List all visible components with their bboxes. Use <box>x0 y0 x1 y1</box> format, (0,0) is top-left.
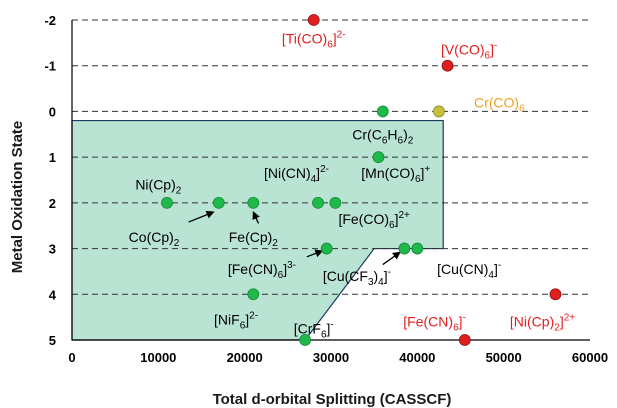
annotation-arrow <box>252 211 260 224</box>
gridlines <box>72 19 590 295</box>
data-point <box>212 196 225 209</box>
axes <box>71 20 590 341</box>
point-label: Cr(C6H6)2 <box>352 126 413 146</box>
point-label: Fe(Cp)2 <box>229 229 279 249</box>
point-label: Ni(Cp)2 <box>135 177 181 197</box>
data-point <box>320 242 333 255</box>
x-tick-label: 60000 <box>572 350 608 365</box>
arrows <box>188 210 401 266</box>
data-point <box>411 242 424 255</box>
data-point <box>549 288 562 301</box>
data-point <box>372 151 385 164</box>
point-label: Cr(CO)6 <box>474 94 525 114</box>
data-point <box>312 196 324 209</box>
annotation-arrow <box>382 251 401 266</box>
x-tick-label: 50000 <box>486 350 522 365</box>
data-point <box>376 105 389 118</box>
data-point <box>247 288 260 301</box>
tick-labels: 0 10000 20000 30000 40000 50000 60000 -2 -1 0 1 2 3 4… <box>44 13 608 365</box>
point-label: [Ni(CN)4]2- <box>264 164 329 185</box>
point-label: [Fe(CO)6]2+ <box>338 210 410 231</box>
point-label: [Fe(CN)6]3- <box>228 260 296 281</box>
y-tick-label: 4 <box>49 287 57 302</box>
x-tick-label: 40000 <box>399 350 435 365</box>
data-point <box>458 334 471 346</box>
annotation-arrow <box>306 249 324 258</box>
data-point <box>329 196 342 209</box>
point-label: Co(Cp)2 <box>129 229 180 249</box>
annotation-arrow <box>188 210 215 223</box>
y-axis-title: Metal Oxidation State <box>9 121 26 274</box>
x-tick-label: 0 <box>68 350 75 365</box>
x-tick-label: 10000 <box>140 350 176 365</box>
data-point <box>299 334 312 346</box>
y-tick-label: 3 <box>49 242 56 257</box>
point-label: [Ti(CO)6]2- <box>282 29 346 50</box>
y-tick-label: 5 <box>49 333 56 348</box>
data-point <box>433 105 445 118</box>
y-tick-label: 1 <box>49 150 56 165</box>
point-label: [Fe(CN)6]- <box>403 313 466 334</box>
data-point <box>247 196 260 209</box>
point-label: [Mn(CO)6]+ <box>361 164 430 185</box>
data-point <box>441 59 454 72</box>
point-label: [V(CO)6]- <box>441 41 497 62</box>
point-label: [Cu(CN)4]- <box>437 260 501 281</box>
point-label: [CrF6]- <box>294 320 334 341</box>
data-point <box>307 14 320 26</box>
x-tick-label: 30000 <box>313 350 349 365</box>
y-tick-label: -1 <box>44 59 56 74</box>
data-point <box>161 196 173 209</box>
y-tick-label: 0 <box>49 104 56 119</box>
y-tick-label: -2 <box>44 13 56 28</box>
x-tick-label: 20000 <box>227 350 263 365</box>
point-label: [NiF6]2- <box>214 310 258 331</box>
y-tick-label: 2 <box>49 196 56 211</box>
x-axis-title: Total d-orbital Splitting (CASSCF) <box>213 391 452 408</box>
data-point <box>398 242 411 255</box>
data-points <box>161 14 562 346</box>
point-label: [Cu(CF3)4]- <box>323 267 391 288</box>
annotations: [Ti(CO)6]2- [V(CO)6]- Cr(CO)6 Cr(C6H6)2 [Mn(… <box>129 29 576 340</box>
point-label: [Ni(Cp)2]2+ <box>510 313 575 334</box>
